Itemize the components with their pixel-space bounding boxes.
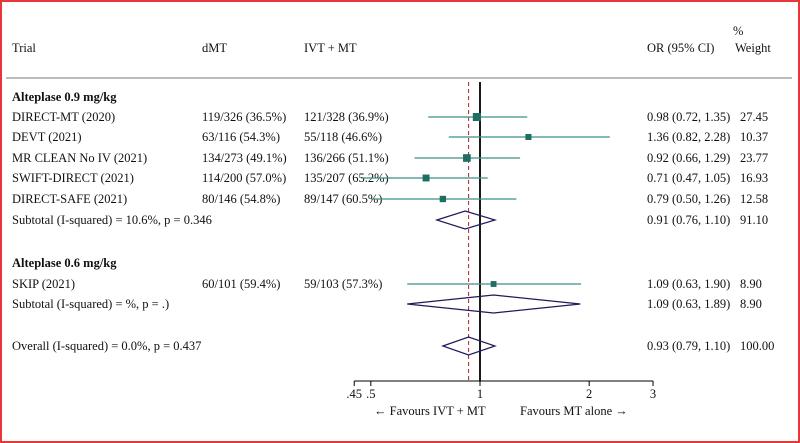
group-0-label: Alteplase 0.9 mg/kg xyxy=(12,90,117,104)
subtotal-label: Subtotal (I-squared) = 10.6%, p = 0.346 xyxy=(12,213,212,227)
study-ivt-mt: 136/266 (51.1%) xyxy=(304,151,389,165)
study-weight: 23.77 xyxy=(740,151,768,165)
subtotal-diamond xyxy=(434,210,498,230)
study-trial: SKIP (2021) xyxy=(12,277,75,291)
x-axis: .45 .5 1 2 3 xyxy=(346,380,656,401)
forest-rows: Alteplase 0.9 mg/kg DIRECT-MT (2020) 119/3… xyxy=(12,90,774,353)
study-or-ci: 0.79 (0.50, 1.26) xyxy=(647,192,730,206)
subtotal-weight: 8.90 xyxy=(740,297,762,311)
study-weight: 27.45 xyxy=(740,110,768,124)
x-tick-label: .45 xyxy=(346,387,362,401)
study-trial: DIRECT-SAFE (2021) xyxy=(12,192,127,206)
study-dmt: 114/200 (57.0%) xyxy=(202,171,286,185)
subtotal-label: Subtotal (I-squared) = %, p = .) xyxy=(12,297,169,311)
x-tick-label: .5 xyxy=(366,387,375,401)
forest-marks xyxy=(361,82,610,381)
study-dmt: 80/146 (54.8%) xyxy=(202,192,280,206)
overall-weight: 100.00 xyxy=(740,339,774,353)
study-ivt-mt: 135/207 (65.2%) xyxy=(304,171,389,185)
study-trial: DIRECT-MT (2020) xyxy=(12,110,115,124)
header-or-ci: OR (95% CI) xyxy=(647,41,714,55)
subtotal-or-ci: 1.09 (0.63, 1.89) xyxy=(647,297,730,311)
x-tick-label: 3 xyxy=(650,387,656,401)
study-or-ci: 0.98 (0.72, 1.35) xyxy=(647,110,730,124)
point-estimate-marker xyxy=(525,133,532,141)
study-ivt-mt: 89/147 (60.5%) xyxy=(304,192,382,206)
header-weight: Weight xyxy=(735,41,771,55)
study-weight: 16.93 xyxy=(740,171,768,185)
subtotal-or-ci: 0.91 (0.76, 1.10) xyxy=(647,213,730,227)
study-or-ci: 0.92 (0.66, 1.29) xyxy=(647,151,730,165)
overall-label: Overall (I-squared) = 0.0%, p = 0.437 xyxy=(12,339,201,353)
study-trial: DEVT (2021) xyxy=(12,130,82,144)
study-weight: 12.58 xyxy=(740,192,768,206)
study-ivt-mt: 121/328 (36.9%) xyxy=(304,110,389,124)
study-dmt: 119/326 (36.5%) xyxy=(202,110,286,124)
overall-or-ci: 0.93 (0.79, 1.10) xyxy=(647,339,730,353)
point-estimate-marker xyxy=(463,154,471,162)
group-1-label: Alteplase 0.6 mg/kg xyxy=(12,256,117,270)
point-estimate-marker xyxy=(472,113,481,121)
x-tick-label: 2 xyxy=(586,387,592,401)
study-dmt: 63/116 (54.3%) xyxy=(202,130,280,144)
study-or-ci: 1.36 (0.82, 2.28) xyxy=(647,130,730,144)
study-ivt-mt: 55/118 (46.6%) xyxy=(304,130,382,144)
header-dmt: dMT xyxy=(202,41,227,55)
study-weight: 8.90 xyxy=(740,277,762,291)
point-estimate-marker xyxy=(490,281,497,287)
study-trial: SWIFT-DIRECT (2021) xyxy=(12,171,134,185)
subtotal-diamond xyxy=(407,294,581,314)
point-estimate-marker xyxy=(439,195,447,203)
study-dmt: 134/273 (49.1%) xyxy=(202,151,287,165)
study-trial: MR CLEAN No IV (2021) xyxy=(12,151,147,165)
study-weight: 10.37 xyxy=(740,130,768,144)
header-trial: Trial xyxy=(12,41,36,55)
x-tick-label: 1 xyxy=(477,387,483,401)
favours-right-label: Favours MT alone → xyxy=(520,404,628,418)
favours-left-label: ← Favours IVT + MT xyxy=(374,404,486,418)
study-or-ci: 0.71 (0.47, 1.05) xyxy=(647,171,730,185)
point-estimate-marker xyxy=(422,174,430,182)
study-dmt: 60/101 (59.4%) xyxy=(202,277,280,291)
subtotal-weight: 91.10 xyxy=(740,213,768,227)
study-or-ci: 1.09 (0.63, 1.90) xyxy=(647,277,730,291)
study-ivt-mt: 59/103 (57.3%) xyxy=(304,277,382,291)
header-weight-percent: % xyxy=(733,24,743,38)
overall-diamond xyxy=(441,336,497,356)
header-ivt-mt: IVT + MT xyxy=(304,41,357,55)
